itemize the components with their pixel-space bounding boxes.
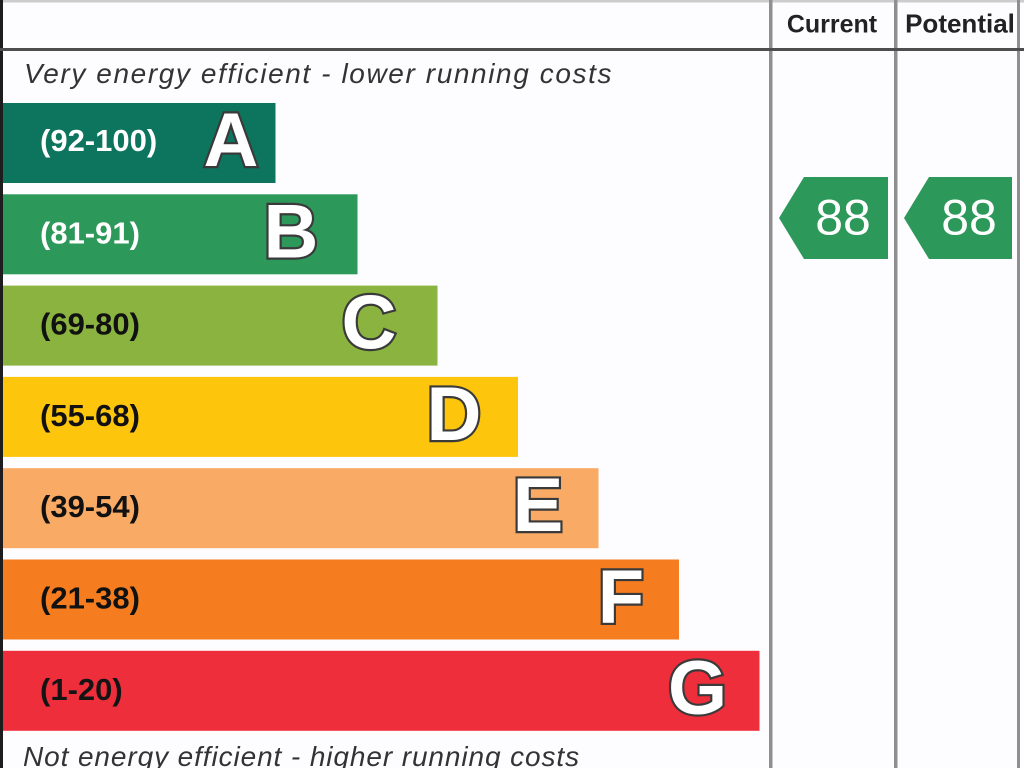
svg-text:B: B (264, 189, 319, 274)
svg-text:E: E (513, 463, 564, 548)
svg-text:C: C (342, 281, 397, 366)
svg-text:(39-54): (39-54) (40, 489, 140, 524)
svg-text:88: 88 (941, 190, 997, 246)
svg-text:Potential: Potential (905, 9, 1015, 39)
svg-text:(55-68): (55-68) (40, 398, 140, 433)
svg-text:(69-80): (69-80) (40, 307, 140, 342)
svg-text:Not energy efficient - higher: Not energy efficient - higher running co… (23, 741, 580, 768)
svg-text:D: D (427, 372, 482, 457)
svg-text:(1-20): (1-20) (40, 672, 123, 707)
svg-text:88: 88 (815, 190, 871, 246)
svg-text:Very energy efficient - lower: Very energy efficient - lower running co… (24, 58, 613, 89)
svg-text:(81-91): (81-91) (40, 215, 140, 250)
svg-text:(92-100): (92-100) (40, 123, 157, 158)
svg-text:F: F (598, 555, 644, 640)
svg-text:G: G (668, 646, 727, 731)
svg-text:(21-38): (21-38) (40, 581, 140, 616)
svg-text:Current: Current (787, 11, 878, 39)
svg-text:A: A (204, 98, 259, 183)
